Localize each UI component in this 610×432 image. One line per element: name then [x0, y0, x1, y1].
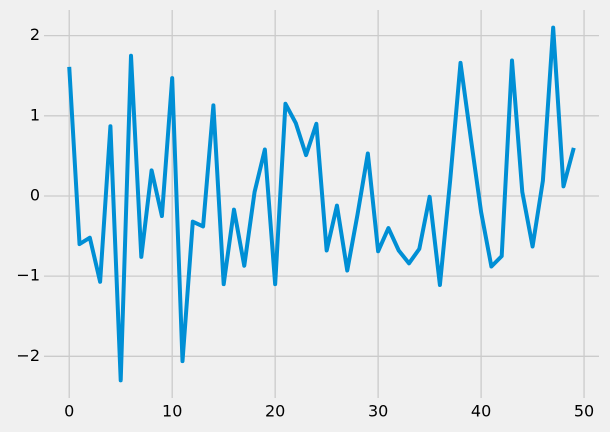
x-tick-label: 20: [265, 402, 285, 421]
x-tick-label: 50: [574, 402, 594, 421]
y-tick-label: −1: [16, 266, 40, 285]
y-tick-label: 1: [30, 105, 40, 124]
y-tick-label: 2: [30, 25, 40, 44]
line-series: [67, 25, 576, 383]
y-tick-label: −2: [16, 346, 40, 365]
y-tick-label: 0: [30, 185, 40, 204]
x-tick-label: 40: [471, 402, 491, 421]
x-tick-label: 0: [64, 402, 74, 421]
x-tick-label: 30: [368, 402, 388, 421]
x-tick-label: 10: [162, 402, 182, 421]
